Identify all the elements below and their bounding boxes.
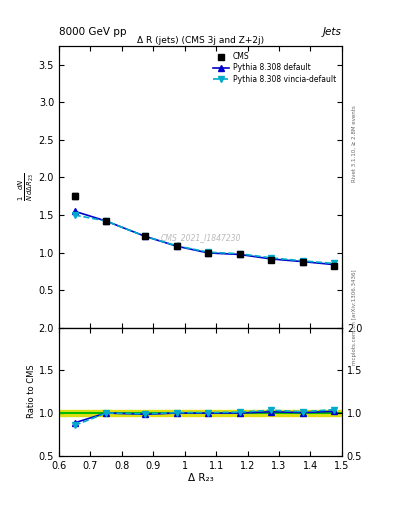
Legend: CMS, Pythia 8.308 default, Pythia 8.308 vincia-default: CMS, Pythia 8.308 default, Pythia 8.308 … bbox=[211, 50, 338, 86]
Text: 8000 GeV pp: 8000 GeV pp bbox=[59, 27, 127, 37]
X-axis label: Δ R₂₃: Δ R₂₃ bbox=[187, 473, 213, 483]
Y-axis label: $\frac{1}{N}\frac{dN}{d\Delta R_{23}}$: $\frac{1}{N}\frac{dN}{d\Delta R_{23}}$ bbox=[17, 173, 36, 201]
Text: mcplots.cern.ch [arXiv:1306.3436]: mcplots.cern.ch [arXiv:1306.3436] bbox=[352, 270, 357, 365]
Text: Rivet 3.1.10, ≥ 2.8M events: Rivet 3.1.10, ≥ 2.8M events bbox=[352, 105, 357, 182]
Text: CMS_2021_I1847230: CMS_2021_I1847230 bbox=[160, 233, 241, 242]
Text: Jets: Jets bbox=[323, 27, 342, 37]
Y-axis label: Ratio to CMS: Ratio to CMS bbox=[27, 365, 36, 418]
Title: Δ R (jets) (CMS 3j and Z+2j): Δ R (jets) (CMS 3j and Z+2j) bbox=[137, 36, 264, 45]
